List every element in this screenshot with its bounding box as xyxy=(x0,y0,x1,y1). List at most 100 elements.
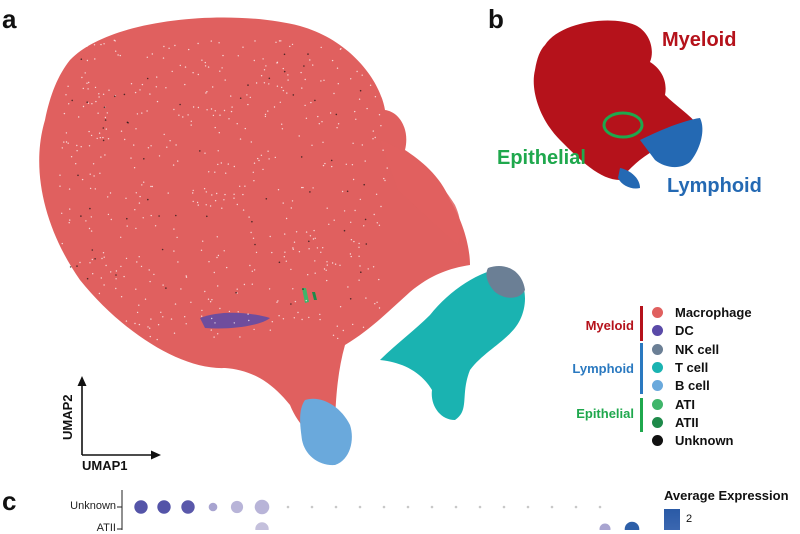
speckle-point xyxy=(162,57,165,59)
speckle-point xyxy=(177,261,179,263)
speckle-point xyxy=(62,266,64,268)
speckle-point xyxy=(375,193,378,195)
speckle-point xyxy=(82,87,85,90)
speckle-point xyxy=(91,103,93,105)
speckle-point xyxy=(213,336,215,338)
speckle-point xyxy=(242,193,244,196)
speckle-point xyxy=(205,204,207,206)
speckle-point xyxy=(345,163,347,165)
speckle-point xyxy=(369,330,371,332)
speckle-point xyxy=(336,325,338,327)
speckle-point xyxy=(162,316,164,318)
speckle-point xyxy=(206,109,208,111)
speckle-point xyxy=(359,198,361,201)
dotplot-faint-dot xyxy=(550,505,554,509)
speckle-point xyxy=(197,204,199,206)
speckle-point xyxy=(94,58,96,60)
b-cell-cluster xyxy=(300,398,352,466)
speckle-point xyxy=(320,46,322,49)
speckle-point xyxy=(247,313,249,315)
speckle-point xyxy=(160,311,162,313)
speckle-point xyxy=(61,242,63,245)
unknown-point xyxy=(360,271,362,274)
speckle-point xyxy=(140,265,143,268)
speckle-point xyxy=(225,172,227,174)
speckle-point xyxy=(104,116,107,119)
speckle-point xyxy=(318,123,320,125)
legend-bar-myeloid xyxy=(640,306,643,341)
speckle-point xyxy=(136,261,138,263)
speckle-point xyxy=(237,311,239,313)
speckle-point xyxy=(282,89,285,92)
speckle-point xyxy=(65,295,68,298)
speckle-point xyxy=(188,48,190,51)
speckle-point xyxy=(135,192,137,194)
speckle-point xyxy=(110,271,112,273)
speckle-point xyxy=(197,106,200,109)
speckle-point xyxy=(301,186,303,189)
unknown-point xyxy=(335,113,338,116)
speckle-point xyxy=(201,315,203,317)
speckle-point xyxy=(231,106,233,108)
speckle-point xyxy=(242,209,245,211)
speckle-point xyxy=(167,192,169,194)
speckle-point xyxy=(115,278,117,280)
speckle-point xyxy=(275,41,277,43)
unknown-point xyxy=(314,99,316,102)
speckle-point xyxy=(250,141,252,143)
speckle-point xyxy=(242,46,244,48)
speckle-point xyxy=(209,205,212,207)
speckle-point xyxy=(94,188,97,190)
speckle-point xyxy=(322,141,324,143)
speckle-point xyxy=(292,248,294,250)
unknown-point xyxy=(102,127,105,129)
speckle-point xyxy=(384,179,386,182)
speckle-point xyxy=(281,123,283,125)
dotplot-dot xyxy=(254,499,270,515)
speckle-point xyxy=(313,229,315,232)
inset-label-lymphoid: Lymphoid xyxy=(667,175,762,197)
speckle-point xyxy=(102,252,105,254)
speckle-point xyxy=(84,303,87,305)
speckle-point xyxy=(202,240,204,242)
speckle-point xyxy=(133,144,135,146)
unknown-point xyxy=(365,243,368,245)
speckle-point xyxy=(108,89,110,91)
speckle-point xyxy=(117,54,119,56)
speckle-point xyxy=(134,322,136,325)
ati-cluster xyxy=(302,288,309,303)
legend-item-label: ATII xyxy=(675,415,699,430)
unknown-point xyxy=(158,215,160,217)
speckle-point xyxy=(165,87,167,89)
speckle-point xyxy=(325,269,327,271)
speckle-point xyxy=(252,171,254,173)
unknown-point xyxy=(239,97,242,99)
speckle-point xyxy=(107,196,109,198)
speckle-point xyxy=(359,265,361,267)
speckle-point xyxy=(138,323,141,326)
speckle-point xyxy=(291,200,294,202)
dotplot-faint-dot xyxy=(334,505,338,509)
legend-item-nk-cell: NK cell xyxy=(652,341,719,358)
unknown-point xyxy=(343,229,346,232)
speckle-point xyxy=(333,219,335,221)
umap1-axis-label: UMAP1 xyxy=(82,458,128,473)
speckle-point xyxy=(268,83,270,85)
speckle-point xyxy=(158,155,161,157)
speckle-point xyxy=(92,163,95,165)
speckle-point xyxy=(239,336,241,338)
speckle-point xyxy=(136,311,139,314)
speckle-point xyxy=(378,41,380,43)
speckle-point xyxy=(190,120,192,123)
speckle-point xyxy=(151,53,153,55)
speckle-point xyxy=(364,160,366,162)
speckle-point xyxy=(337,123,340,125)
speckle-point xyxy=(115,50,117,52)
unknown-point xyxy=(363,183,366,186)
speckle-point xyxy=(88,130,90,133)
speckle-point xyxy=(142,217,144,219)
dotplot-faint-dot xyxy=(286,505,290,509)
speckle-point xyxy=(331,262,334,264)
